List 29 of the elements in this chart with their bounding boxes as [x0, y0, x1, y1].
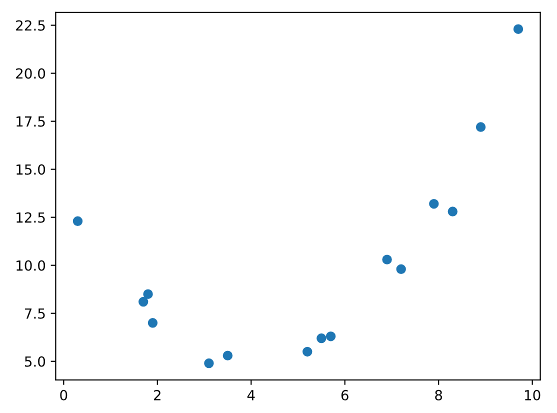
point	[72, 216, 83, 226]
point	[302, 346, 312, 357]
y-tick-label: 10.0	[16, 260, 46, 271]
point	[513, 24, 524, 34]
x-tick-label: 2	[154, 390, 160, 400]
point	[316, 333, 326, 344]
point	[204, 358, 214, 368]
y-tick-label: 15.0	[16, 164, 46, 175]
y-tick-label: 17.5	[16, 116, 45, 127]
y-tick-label: 22.5	[16, 20, 45, 31]
x-tick-label: 8	[435, 390, 442, 400]
x-tick-label: 10	[525, 390, 540, 400]
point	[476, 122, 486, 132]
point	[429, 198, 439, 209]
x-tick-label: 6	[341, 390, 348, 400]
point	[138, 296, 148, 307]
y-tick-label: 12.5	[16, 212, 45, 223]
point	[326, 332, 336, 342]
point	[148, 318, 158, 328]
point	[382, 254, 392, 264]
point	[143, 289, 153, 299]
y-tick-label: 20.0	[16, 68, 46, 79]
x-tick-label: 0	[60, 390, 68, 400]
point	[222, 350, 233, 360]
x-tick-label: 4	[247, 390, 255, 400]
point	[396, 264, 406, 274]
point	[448, 206, 458, 216]
y-tick-label: 7.5	[25, 308, 45, 319]
y-tick-label: 5.0	[24, 356, 46, 367]
